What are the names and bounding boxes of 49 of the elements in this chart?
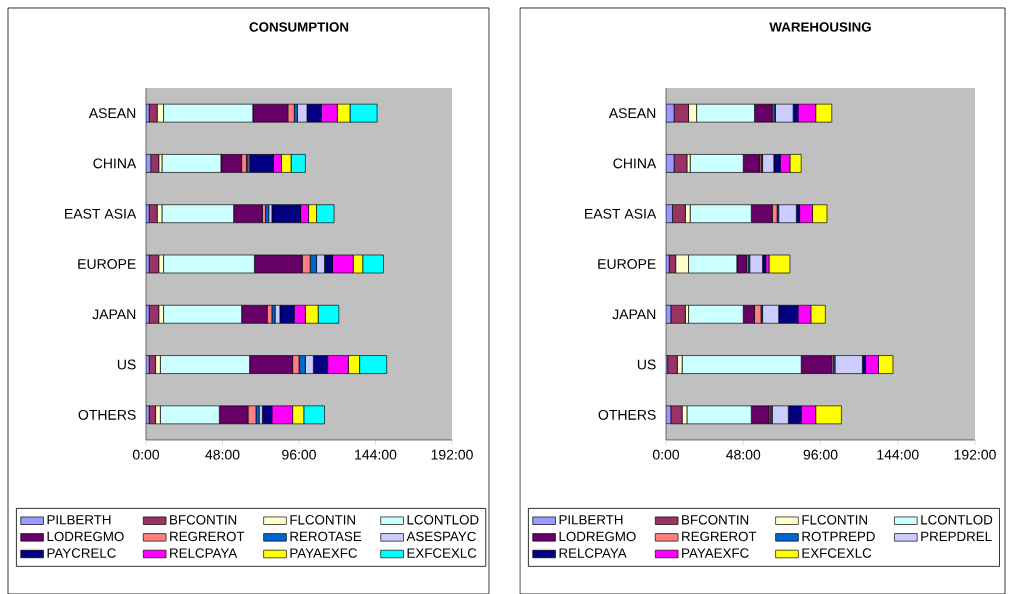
y-tick-label: US (117, 359, 136, 370)
x-tick-label: 48:00 (726, 449, 761, 460)
y-tick-label: EUROPE (598, 258, 656, 269)
legend-label: LCONTLOD (407, 514, 479, 525)
legend-label: PREPDREL (921, 531, 992, 541)
chart-title: WAREHOUSING (769, 22, 871, 32)
x-tick-label: 0:00 (132, 449, 160, 460)
legend-label: EXFCEXLC (802, 548, 872, 558)
x-tick-label: 144:00 (877, 449, 919, 460)
legend-label: ROTPREPD (802, 531, 875, 541)
legend-label: PAYAEXFC (290, 548, 358, 558)
y-tick-label: CHINA (93, 158, 137, 169)
y-tick-label: JAPAN (92, 309, 136, 319)
legend-label: REGREROT (170, 531, 245, 541)
x-tick-label: 96:00 (803, 449, 838, 460)
legend-label: LODREGMO (559, 531, 636, 541)
x-tick-label: 192:00 (431, 449, 473, 460)
legend-label: PAYCRELC (47, 548, 116, 558)
x-tick-label: 0:00 (652, 449, 680, 460)
y-tick-label: EAST ASIA (585, 208, 657, 219)
y-tick-label: EUROPE (78, 258, 136, 269)
legend-label: RELCPAYA (170, 548, 238, 558)
x-tick-label: 192:00 (954, 449, 996, 460)
y-tick-label: OTHERS (78, 409, 136, 420)
legend-label: PILBERTH (559, 514, 623, 525)
legend-label: ASESPAYC (406, 531, 476, 541)
legend-label: RELCPAYA (559, 548, 627, 558)
legend-label: BFCONTIN (682, 514, 749, 525)
y-tick-label: EAST ASIA (65, 208, 137, 219)
x-tick-label: 96:00 (282, 449, 316, 460)
x-tick-label: 144:00 (355, 449, 397, 460)
legend-label: REGREROT (682, 531, 757, 541)
x-tick-label: 48:00 (205, 449, 240, 460)
y-tick-label: US (637, 359, 656, 370)
legend-label: PAYAEXFC (682, 548, 749, 558)
legend-label: REROTASE (290, 531, 362, 541)
y-tick-label: CHINA (613, 158, 657, 169)
y-tick-label: ASEAN (88, 108, 136, 118)
y-tick-label: OTHERS (598, 409, 656, 420)
legend-label: PILBERTH (47, 514, 111, 525)
legend-label: LCONTLOD (921, 514, 993, 525)
y-tick-label: JAPAN (612, 309, 656, 319)
chart-title: CONSUMPTION (249, 22, 349, 32)
y-tick-label: ASEAN (608, 108, 656, 118)
legend-label: BFCONTIN (170, 514, 237, 525)
legend-label: EXFCEXLC (407, 548, 477, 558)
legend-label: FLCONTIN (802, 514, 867, 525)
legend-label: LODREGMO (47, 531, 124, 541)
legend-label: FLCONTIN (290, 514, 355, 525)
